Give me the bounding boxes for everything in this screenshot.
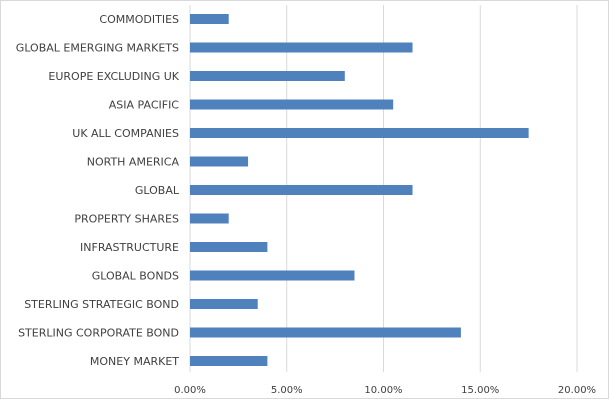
category-label: INFRASTRUCTURE	[80, 241, 179, 254]
bar	[190, 128, 529, 138]
x-tick-label: 5.00%	[271, 385, 303, 396]
category-label: ASIA PACIFIC	[109, 99, 180, 112]
bar	[190, 185, 413, 195]
x-tick-label: 0.00%	[174, 385, 206, 396]
bar	[190, 327, 461, 338]
x-tick-label: 10.00%	[364, 385, 402, 396]
category-label: MONEY MARKET	[90, 355, 179, 368]
category-label: EUROPE EXCLUDING UK	[48, 70, 179, 83]
category-label: GLOBAL	[135, 184, 180, 197]
bars	[190, 14, 529, 366]
bar	[190, 356, 268, 366]
bar	[190, 99, 394, 110]
category-label: GLOBAL EMERGING MARKETS	[16, 42, 179, 55]
bar	[190, 270, 355, 281]
category-label: NORTH AMERICA	[87, 156, 180, 169]
bar	[190, 299, 258, 309]
bar	[190, 14, 229, 24]
category-label: STERLING CORPORATE BOND	[18, 327, 179, 340]
bar	[190, 156, 249, 167]
bar	[190, 213, 229, 224]
bar	[190, 242, 268, 252]
category-labels: COMMODITIES GLOBAL EMERGING MARKETS EUROPE…	[16, 13, 180, 368]
category-label: STERLING STRATEGIC BOND	[24, 298, 179, 311]
bar	[190, 42, 413, 53]
category-label: COMMODITIES	[99, 13, 179, 26]
x-tick-labels: 0.00% 5.00% 10.00% 15.00% 20.00%	[174, 385, 596, 396]
category-label: GLOBAL BONDS	[92, 270, 179, 283]
category-label: PROPERTY SHARES	[74, 213, 179, 226]
bar	[190, 71, 345, 81]
x-tick-label: 20.00%	[558, 385, 596, 396]
category-label: UK ALL COMPANIES	[72, 127, 179, 140]
x-tick-label: 15.00%	[461, 385, 499, 396]
